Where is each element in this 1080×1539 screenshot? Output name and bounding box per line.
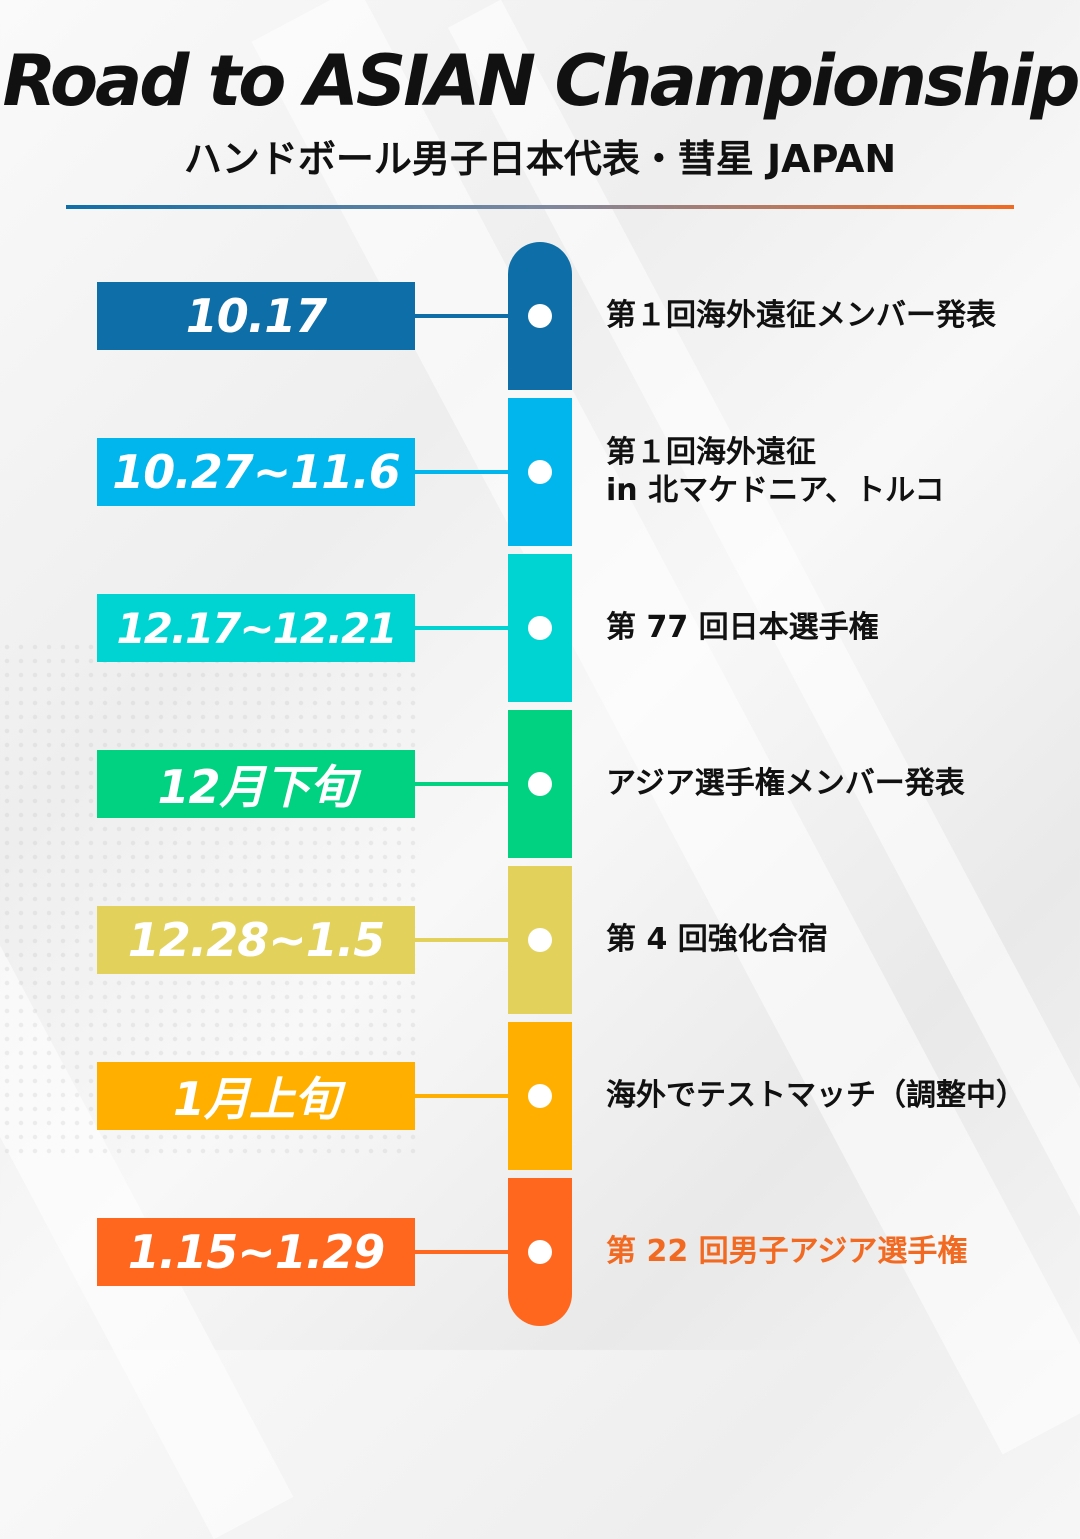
timeline-dot bbox=[528, 460, 552, 484]
event-label: 第 77 回日本選手権 bbox=[606, 594, 1066, 662]
timeline-dot bbox=[528, 772, 552, 796]
event-line: 第１回海外遠征 bbox=[606, 435, 816, 470]
timeline-connector bbox=[414, 1094, 526, 1098]
event-label: 第 4 回強化合宿 bbox=[606, 906, 1066, 974]
timeline-connector bbox=[414, 314, 526, 318]
header-divider bbox=[66, 205, 1014, 209]
event-label: 第 22 回男子アジア選手権 bbox=[606, 1218, 1066, 1286]
date-badge: 10.27~11.6 bbox=[97, 438, 415, 506]
timeline-connector bbox=[414, 782, 526, 786]
date-badge: 12.17~12.21 bbox=[97, 594, 415, 662]
date-badge: 1月上旬 bbox=[97, 1062, 415, 1130]
timeline-item: 12.17~12.21 第 77 回日本選手権 bbox=[0, 554, 1080, 710]
page-subtitle: ハンドボール男子日本代表・彗星 JAPAN bbox=[183, 137, 897, 181]
timeline-item: 1.15~1.29 第 22 回男子アジア選手権 bbox=[0, 1178, 1080, 1334]
timeline-connector bbox=[414, 470, 526, 474]
event-line: in 北マケドニア、トルコ bbox=[606, 473, 945, 508]
event-line: 第 4 回強化合宿 bbox=[606, 922, 828, 957]
timeline-dot bbox=[528, 304, 552, 328]
event-line: 第 22 回男子アジア選手権 bbox=[606, 1234, 968, 1269]
timeline-item: 10.27~11.6 第１回海外遠征 in 北マケドニア、トルコ bbox=[0, 398, 1080, 554]
event-label: 第１回海外遠征メンバー発表 bbox=[606, 282, 1066, 350]
timeline-connector bbox=[414, 1250, 526, 1254]
event-line: 海外でテストマッチ（調整中） bbox=[606, 1078, 1026, 1113]
event-label: 第１回海外遠征 in 北マケドニア、トルコ bbox=[606, 435, 1066, 508]
timeline-connector bbox=[414, 938, 526, 942]
event-label: アジア選手権メンバー発表 bbox=[606, 750, 1066, 818]
date-badge: 12.28~1.5 bbox=[97, 906, 415, 974]
event-line: アジア選手権メンバー発表 bbox=[606, 766, 965, 801]
timeline-item: 10.17 第１回海外遠征メンバー発表 bbox=[0, 242, 1080, 398]
page-title: Road to ASIAN Championship bbox=[2, 40, 1080, 122]
timeline-item: 12.28~1.5 第 4 回強化合宿 bbox=[0, 866, 1080, 1022]
event-line: 第１回海外遠征メンバー発表 bbox=[606, 298, 996, 333]
date-badge: 12月下旬 bbox=[97, 750, 415, 818]
timeline-connector bbox=[414, 626, 526, 630]
date-badge: 10.17 bbox=[97, 282, 415, 350]
timeline-item: 12月下旬 アジア選手権メンバー発表 bbox=[0, 710, 1080, 866]
timeline-dot bbox=[528, 1240, 552, 1264]
timeline-dot bbox=[528, 1084, 552, 1108]
event-line: 第 77 回日本選手権 bbox=[606, 610, 879, 645]
timeline-dot bbox=[528, 616, 552, 640]
timeline-dot bbox=[528, 928, 552, 952]
event-label: 海外でテストマッチ（調整中） bbox=[606, 1062, 1066, 1130]
date-badge: 1.15~1.29 bbox=[97, 1218, 415, 1286]
timeline-item: 1月上旬 海外でテストマッチ（調整中） bbox=[0, 1022, 1080, 1178]
